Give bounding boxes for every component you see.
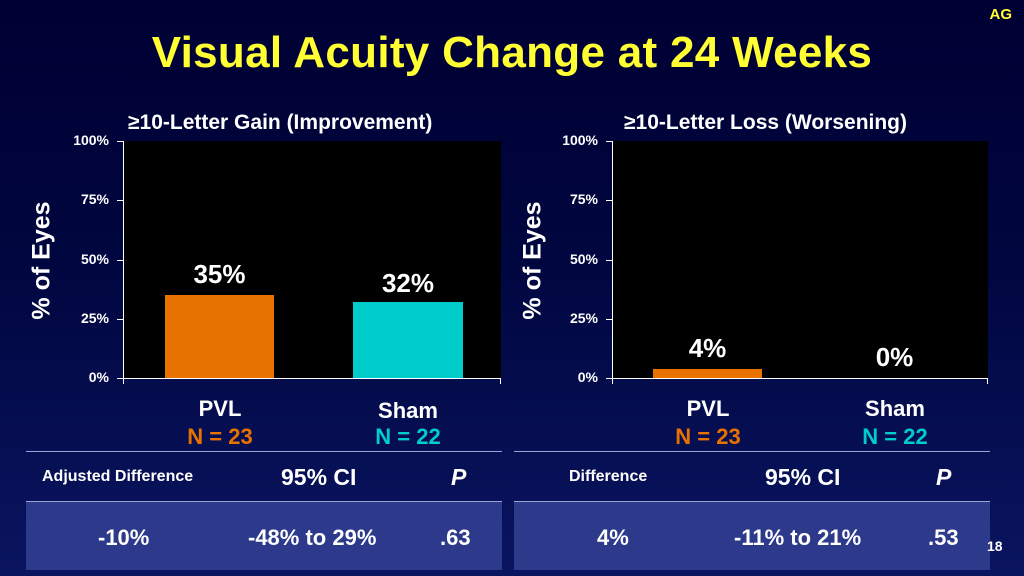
right-table-ci-header: 95% CI [765,464,841,490]
right-x-tick-mark [987,378,988,384]
left-table-p-value: .63 [440,525,471,550]
right-table-diff-value: 4% [597,525,629,550]
left-table-mid-rule [26,501,502,502]
right-y-axis [612,141,613,378]
left-table-p-header: P [451,464,467,490]
left-n-pvl: N = 23 [187,424,253,449]
left-chart-title: ≥10-Letter Gain (Improvement) [128,111,433,134]
corner-tag: AG [989,6,1013,23]
left-x-axis [123,378,501,379]
right-y-tick-mark [606,141,612,142]
left-table-ci-value: -48% to 29% [248,525,377,550]
right-y-tick-label: 50% [569,250,598,267]
right-chart-plot [612,141,988,378]
left-value-label-pvl: 35% [193,259,246,290]
left-y-tick-label: 25% [80,309,109,326]
right-value-label-pvl: 4% [688,332,727,363]
left-table-diff-value: -10% [98,525,150,550]
right-table-p-value: .53 [928,525,959,550]
left-bar-pvl [165,295,274,378]
left-table-ci-header: 95% CI [281,464,357,490]
page-number: 18 [987,538,1003,554]
right-n-pvl: N = 23 [675,424,741,449]
right-y-tick-label: 25% [569,309,598,326]
right-bar-pvl [653,368,762,378]
left-n-sham: N = 22 [375,424,441,449]
right-table-top-rule [514,451,990,452]
left-y-tick-label: 0% [88,369,109,385]
right-table-p-header: P [936,464,952,490]
right-y-tick-mark [606,259,612,261]
left-y-tick-label: 75% [80,191,109,208]
left-x-tick-mark [123,378,124,384]
right-y-tick-mark [606,378,612,379]
right-y-tick-label: 75% [569,191,598,208]
right-table-diff-header: Difference [569,468,648,485]
left-y-axis [123,141,124,378]
left-y-tick-mark [117,259,123,261]
left-y-tick-mark [117,200,123,202]
left-value-label-sham: 32% [381,268,435,299]
left-category-pvl: PVL [198,396,242,421]
right-y-tick-mark [606,318,612,320]
left-table-diff-header: Adjusted Difference [42,468,194,485]
right-y-tick-mark [606,200,612,202]
left-y-tick-mark [117,378,123,379]
right-category-pvl: PVL [686,396,730,421]
right-n-sham: N = 22 [862,424,928,449]
left-y-tick-mark [117,141,123,142]
left-category-sham: Sham [378,398,438,423]
right-y-tick-label: 100% [562,132,598,148]
right-y-tick-label: 0% [577,369,598,385]
left-y-tick-mark [117,318,123,320]
right-table-mid-rule [514,501,990,502]
right-table-ci-value: -11% to 21% [734,525,862,550]
left-bar-sham [353,302,463,378]
right-value-label-sham: 0% [875,342,914,372]
left-x-tick-mark [500,378,501,384]
left-y-tick-label: 100% [73,132,109,148]
left-chart-plot [123,141,501,378]
right-table-row: 4% -11% to 21% .53 [514,501,990,570]
left-table-row: -10% -48% to 29% .63 [26,501,502,570]
left-table-top-rule [26,451,502,452]
right-category-sham: Sham [865,396,925,421]
right-x-tick-mark [612,378,613,384]
slide-title: Visual Acuity Change at 24 Weeks [151,28,873,77]
left-y-tick-label: 50% [80,250,109,267]
right-x-axis [612,378,988,379]
right-chart-title: ≥10-Letter Loss (Worsening) [624,111,908,134]
